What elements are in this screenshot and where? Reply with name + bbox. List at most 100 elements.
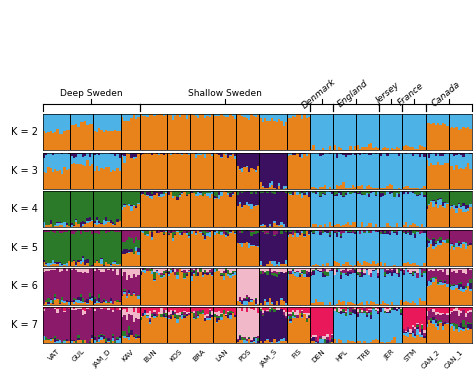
Bar [257,166,259,189]
Bar [463,244,465,266]
Bar [349,314,352,315]
Bar [283,341,285,343]
Bar [123,289,126,291]
Bar [170,114,172,115]
Bar [253,234,255,245]
Bar [229,307,232,312]
Bar [121,317,123,331]
Bar [375,196,377,224]
Bar [290,191,292,194]
Bar [123,336,126,338]
Bar [154,312,155,314]
Bar [93,224,96,227]
Bar [176,114,179,150]
Bar [465,328,467,343]
Bar [395,147,398,150]
Bar [426,322,428,324]
Bar [393,191,395,196]
Bar [301,270,303,272]
Bar [308,152,310,153]
Bar [407,146,410,150]
Bar [52,268,54,270]
Bar [243,230,246,231]
Bar [467,210,469,227]
Bar [155,307,158,314]
Bar [336,269,338,270]
Bar [432,324,435,343]
Bar [158,307,160,312]
Bar [437,241,439,245]
Bar [155,230,158,231]
Bar [463,321,465,327]
Bar [287,312,290,314]
Bar [77,224,80,227]
Bar [232,152,234,154]
Bar [317,265,319,266]
Bar [294,191,296,227]
Bar [114,152,117,156]
Bar [373,272,375,303]
Bar [363,114,365,147]
Bar [384,147,386,150]
Bar [395,232,398,235]
Bar [66,230,68,232]
Bar [448,230,451,244]
Bar [151,191,154,194]
Bar [192,311,195,312]
Bar [206,152,209,189]
Bar [119,338,121,343]
Bar [266,121,269,150]
Bar [395,235,398,266]
Bar [204,230,206,231]
Bar [271,185,273,189]
Bar [146,152,149,153]
Bar [269,114,271,121]
Bar [86,219,89,221]
Bar [149,311,151,318]
Bar [137,114,139,117]
Bar [179,154,181,189]
Bar [66,130,68,150]
Bar [384,187,386,189]
Bar [467,114,469,127]
Bar [370,268,373,273]
Bar [181,193,183,194]
Bar [283,338,285,341]
Bar [264,225,266,227]
Bar [100,335,103,337]
Bar [100,307,103,308]
Bar [204,158,206,189]
Bar [361,313,363,343]
Bar [269,298,271,305]
Bar [275,268,278,272]
Bar [135,338,137,339]
Bar [86,309,89,343]
Bar [308,117,310,150]
Bar [306,319,308,322]
Bar [91,307,93,335]
Bar [319,196,322,197]
Bar [204,154,206,158]
Bar [61,264,64,265]
Bar [264,341,266,343]
Bar [356,226,359,227]
Bar [458,283,460,284]
Bar [349,191,352,194]
Bar [239,244,241,266]
Bar [163,274,165,275]
Bar [451,152,453,154]
Bar [179,316,181,317]
Bar [137,252,139,255]
Bar [158,196,160,197]
Bar [137,191,139,203]
Bar [389,114,391,150]
Bar [96,300,98,301]
Bar [331,342,333,343]
Bar [59,263,61,266]
Bar [373,192,375,226]
Bar [352,314,354,341]
Bar [465,317,467,325]
Bar [70,223,73,225]
Bar [326,233,328,263]
Bar [195,307,197,311]
